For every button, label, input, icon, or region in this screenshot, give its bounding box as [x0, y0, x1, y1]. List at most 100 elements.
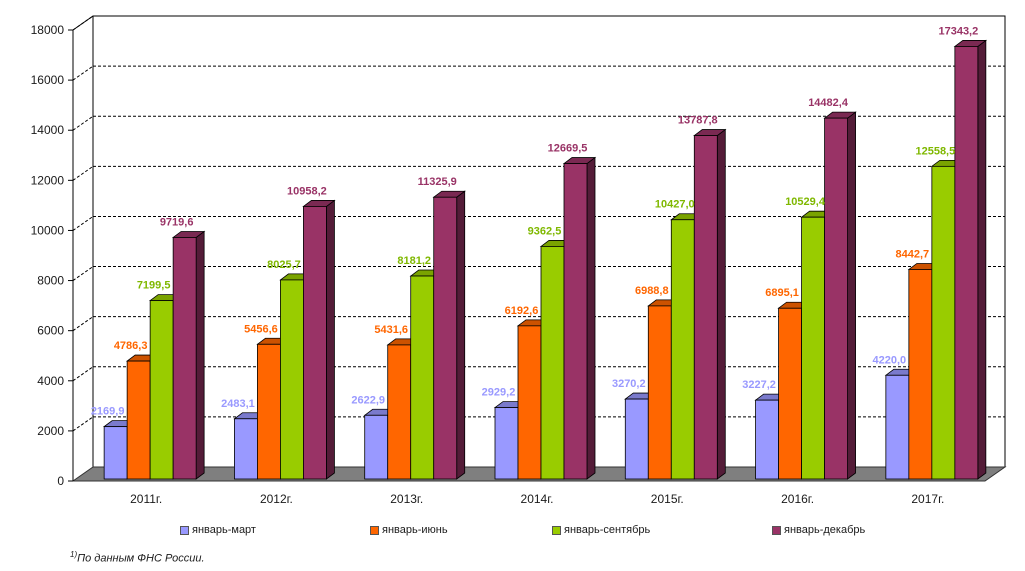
bar-side	[586, 156, 596, 480]
bar	[801, 216, 825, 480]
bar	[387, 344, 412, 480]
footnote-text: По данным ФНС России.	[77, 552, 205, 565]
data-label: 13787,8	[678, 115, 718, 127]
legend-swatch-jan-dec	[772, 525, 781, 535]
bar	[755, 399, 779, 480]
axis-layer: 0 2000 4000 6000 8000 10000 12000 14000 16000 180…	[31, 15, 944, 506]
bar	[234, 418, 258, 480]
legend: январь-март январь-июнь январь-сентябрь …	[180, 524, 920, 544]
y-tick-label-2: 4000	[37, 374, 64, 388]
bar	[172, 237, 197, 480]
data-label: 11325,9	[418, 176, 457, 188]
data-label: 8442,7	[896, 248, 930, 260]
data-label: 10958,2	[287, 185, 327, 197]
bar-side	[195, 230, 205, 480]
data-label: 6988,8	[635, 285, 669, 297]
x-tick-label-6: 2017г.	[911, 492, 944, 506]
data-label: 4786,3	[114, 340, 148, 352]
y-tick-label-1: 2000	[37, 424, 64, 438]
data-label: 2929,2	[482, 387, 516, 399]
data-label: 2169,9	[91, 406, 125, 418]
legend-item-jan-jun: январь-июнь	[370, 524, 448, 536]
gridline-depth	[72, 366, 94, 382]
x-tick-label-0: 2011г.	[130, 492, 162, 506]
bar-side	[716, 128, 726, 480]
data-label: 7199,5	[137, 280, 171, 292]
y-tick-label-4: 8000	[37, 274, 64, 288]
bar	[494, 407, 519, 480]
bars-layer	[102, 39, 988, 480]
y-tick-label-6: 12000	[31, 173, 65, 187]
bar	[647, 305, 672, 480]
data-label: 3270,2	[612, 378, 646, 390]
y-tick-label-0: 0	[57, 474, 64, 488]
legend-item-jan-dec: январь-декабрь	[772, 524, 865, 536]
bar	[149, 300, 174, 480]
bar	[280, 279, 304, 480]
bar	[126, 360, 151, 480]
data-labels-layer: 2169,9 4786,3 7199,5 9719,6 2483,1 5456,6 8025…	[91, 25, 978, 417]
data-label: 3227,2	[742, 379, 776, 391]
x-tick-label-4: 2015г.	[651, 492, 684, 506]
data-label: 6895,1	[765, 287, 799, 299]
y-tick-label-5: 10000	[31, 223, 65, 237]
data-label: 10529,4	[785, 196, 826, 208]
legend-swatch-jan-sep	[552, 525, 561, 535]
x-tick-label-2: 2013г.	[390, 492, 423, 506]
y-tick-label-8: 16000	[31, 73, 65, 87]
bar	[693, 135, 718, 480]
gridline-depth	[72, 416, 94, 432]
gridline-depth	[72, 316, 94, 332]
y-tick-label-7: 14000	[31, 123, 65, 137]
data-label: 6192,6	[505, 305, 539, 317]
data-label: 10427,0	[655, 199, 695, 211]
legend-label-jan-sep: январь-сентябрь	[564, 524, 651, 536]
bar	[885, 374, 910, 480]
bar-side	[456, 190, 466, 480]
y-axis-top-depth	[72, 15, 94, 31]
bar	[540, 246, 565, 480]
bar	[624, 398, 649, 480]
gridline-depth	[72, 65, 94, 81]
data-label: 5456,6	[244, 323, 278, 335]
data-label: 14482,4	[808, 97, 849, 109]
x-tick-label-3: 2014г.	[521, 492, 554, 506]
bar-side	[977, 39, 987, 480]
bar	[433, 196, 458, 480]
x-tick-label-1: 2012г.	[260, 492, 293, 506]
legend-label-jan-jun: январь-июнь	[382, 524, 448, 536]
y-tick-label-3: 6000	[37, 324, 64, 338]
legend-label-jan-dec: январь-декабрь	[784, 524, 866, 536]
gridline-depth	[72, 216, 94, 231]
bar	[364, 414, 389, 480]
bar	[517, 325, 542, 480]
bar	[103, 426, 128, 480]
chart: 0 2000 4000 6000 8000 10000 12000 14000 16000 180…	[31, 15, 1007, 506]
data-label: 2622,9	[351, 394, 385, 406]
legend-label-jan-mar: январь-март	[192, 524, 256, 536]
data-label: 4220,0	[873, 354, 907, 366]
bar	[908, 269, 933, 480]
data-label: 8025,7	[267, 259, 301, 271]
data-label: 8181,2	[397, 255, 431, 267]
bar-side	[326, 199, 335, 480]
data-label: 12558,5	[915, 145, 955, 157]
x-tick-label-5: 2016г.	[781, 492, 814, 506]
bar	[931, 165, 956, 480]
legend-swatch-jan-jun	[370, 525, 379, 535]
gridline-depth	[72, 115, 94, 131]
bar	[778, 307, 802, 480]
y-tick-label-9: 18000	[31, 23, 65, 37]
data-label: 9719,6	[160, 216, 194, 228]
bar-side	[847, 111, 856, 480]
legend-swatch-jan-mar	[180, 525, 189, 535]
bar	[824, 117, 848, 480]
legend-item-jan-mar: январь-март	[180, 524, 256, 536]
footnote-marker: 1)	[70, 550, 78, 559]
data-label: 12669,5	[548, 143, 588, 155]
legend-item-jan-sep: январь-сентябрь	[552, 524, 650, 536]
bar	[563, 163, 588, 480]
bar	[954, 46, 979, 480]
bar	[257, 343, 281, 480]
data-label: 9362,5	[528, 225, 562, 237]
